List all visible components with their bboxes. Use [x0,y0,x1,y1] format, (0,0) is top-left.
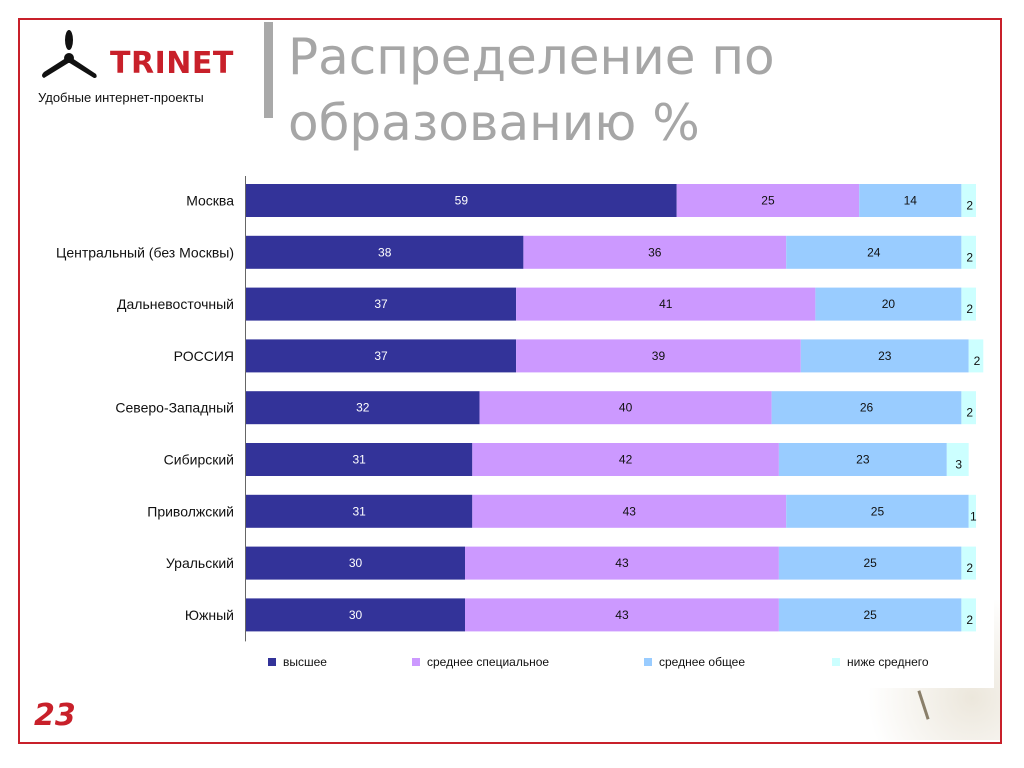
legend-swatch [832,658,840,666]
page-number: 23 [34,698,76,733]
title-accent-bar [264,22,273,118]
bar-segment [246,287,517,321]
bar-segment [246,235,524,269]
bar-segment [465,598,779,632]
bar-segment [800,339,969,373]
data-label: 24 [867,245,881,259]
logo-name: TRINET [110,46,234,81]
data-label: 2 [966,613,973,627]
data-label: 26 [860,401,874,415]
bar-segment [961,598,976,632]
bar-segment [961,287,976,321]
category-label: Центральный (без Москвы) [56,244,234,260]
data-label: 14 [904,194,918,208]
data-label: 31 [352,453,366,467]
bar-segment [778,546,962,580]
bar-segment [968,339,984,373]
data-label: 1 [970,509,977,523]
data-label: 36 [648,245,662,259]
bar-segment [516,339,801,373]
bar-segment [246,546,465,580]
bar-segment [778,598,962,632]
data-label: 43 [623,504,637,518]
bar-segment [246,184,677,217]
legend-label: высшее [283,655,327,669]
bar-segment [778,443,947,476]
data-label: 2 [966,406,973,420]
data-label: 40 [619,401,633,415]
bar-segment [479,391,772,425]
logo-tagline: Удобные интернет-проекты [38,90,204,105]
data-label: 23 [878,349,892,363]
bar-segment [472,494,787,528]
bar-segment [246,443,473,476]
category-label: Москва [186,193,234,209]
bar-segment [472,443,779,476]
bar-segment [246,494,473,528]
data-label: 37 [374,349,388,363]
bar-segment [516,287,816,321]
bar-segment [246,339,517,373]
category-label: Уральский [166,555,234,571]
data-label: 59 [455,194,469,208]
bar-segment [968,494,976,528]
slide-frame [18,18,1002,744]
trinet-logo: TRINET Удобные интернет-проекты [38,30,258,110]
category-label: Приволжский [147,503,234,519]
data-label: 41 [659,297,673,311]
page-title: Распределение по образованию % [288,28,775,152]
legend-label: среднее общее [659,655,745,669]
data-label: 30 [349,608,363,622]
bar-segment [676,184,860,217]
bar-segment [523,235,787,269]
data-label: 43 [615,608,629,622]
propeller-icon [42,30,97,78]
data-label: 42 [619,453,633,467]
bar-segment [961,235,976,269]
data-label: 39 [652,349,666,363]
data-label: 31 [352,504,366,518]
data-label: 38 [378,245,392,259]
bar-segment [786,494,969,528]
legend-swatch [268,658,276,666]
bar-segment [815,287,962,321]
data-label: 2 [966,250,973,264]
category-label: Дальневосточный [117,296,234,312]
data-label: 2 [966,561,973,575]
chart-panel: Москва 59 25 14 2 Центральный (без Москвы) 38 3… [30,176,994,688]
category-label: Сибирский [164,452,234,468]
category-label: Южный [185,607,234,623]
data-label: 20 [882,297,896,311]
data-label: 37 [374,297,388,311]
data-label: 2 [966,199,973,213]
bar-segment [246,598,465,632]
bar-segment [961,184,976,217]
bar-segment [771,391,962,425]
bar-segment [961,546,976,580]
bar-segment [946,443,969,476]
category-label: Северо-Западный [115,400,234,416]
data-label: 2 [966,302,973,316]
data-label: 32 [356,401,370,415]
data-label: 23 [856,453,870,467]
bar-segment [246,391,480,425]
bar-segment [465,546,779,580]
data-label: 25 [863,608,877,622]
data-label: 3 [955,458,962,472]
data-label: 25 [761,194,775,208]
data-label: 30 [349,556,363,570]
bar-segment [961,391,976,425]
legend-swatch [412,658,420,666]
legend-swatch [644,658,652,666]
legend-label: среднее специальное [427,655,549,669]
data-label: 43 [615,556,629,570]
data-label: 2 [974,354,981,368]
bar-segment [859,184,962,217]
legend-label: ниже среднего [847,655,929,669]
data-label: 25 [863,556,877,570]
bar-segment [786,235,962,269]
data-label: 25 [871,504,885,518]
category-label: РОССИЯ [174,348,234,364]
